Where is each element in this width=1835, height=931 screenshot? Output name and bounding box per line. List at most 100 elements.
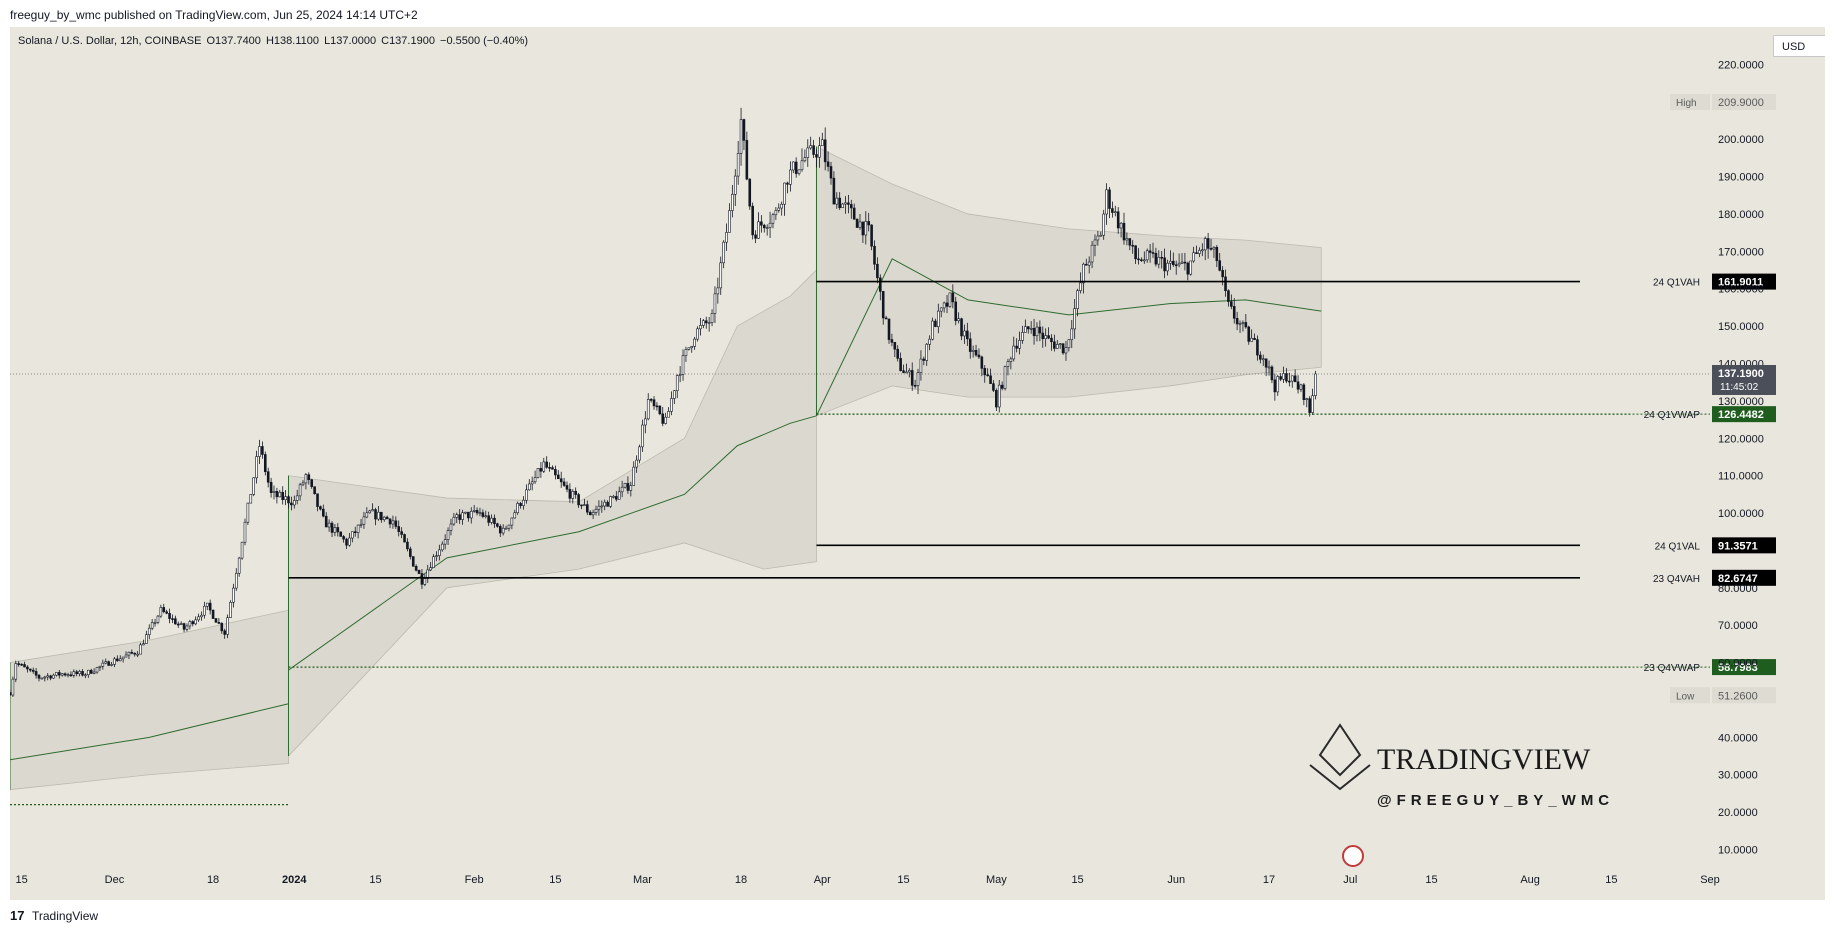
candle-up (1044, 335, 1047, 339)
candle-down (374, 509, 377, 520)
candle-down (168, 612, 171, 619)
candle-up (197, 616, 200, 621)
candle-up (533, 477, 537, 483)
candle-down (319, 506, 322, 510)
candle-down (220, 622, 224, 632)
candle-up (641, 424, 644, 448)
candle-down (794, 161, 798, 174)
candle-up (304, 474, 308, 484)
current-price-bg (1712, 364, 1776, 395)
candle-up (1241, 322, 1245, 324)
candle-down (548, 467, 551, 469)
candle-up (110, 664, 113, 666)
candle-up (971, 350, 975, 352)
candle-down (899, 358, 902, 371)
candle-up (699, 325, 702, 330)
candle-down (487, 515, 490, 523)
candle-down (545, 461, 548, 468)
candle-down (1050, 337, 1053, 343)
candle-down (992, 383, 995, 391)
candle-down (887, 318, 891, 340)
candle-up (1079, 282, 1082, 291)
candle-up (702, 320, 705, 326)
candle-down (324, 515, 328, 528)
candle-up (771, 214, 775, 224)
candle-down (649, 399, 653, 401)
candle-down (980, 356, 984, 369)
y-tick-label: 20.0000 (1718, 807, 1758, 819)
candle-up (284, 496, 287, 500)
candle-up (1143, 259, 1146, 262)
level-label-bg (1712, 537, 1776, 554)
candle-up (670, 398, 673, 412)
candle-up (673, 390, 676, 399)
watermark-logo-icon (1309, 723, 1371, 791)
candle-down (498, 526, 502, 534)
hl-value: 209.9000 (1718, 97, 1764, 109)
candle-up (1201, 249, 1204, 252)
candle-down (951, 292, 955, 303)
candle-down (475, 510, 479, 514)
candle-up (1006, 361, 1010, 367)
candle-down (847, 202, 850, 205)
candle-down (23, 664, 26, 668)
chart-area[interactable]: 24 Q1VAH 161.9011 24 Q1VWAP 126.4482 24 Q1VA… (10, 27, 1825, 900)
candle-down (1154, 252, 1158, 265)
candle-up (40, 677, 44, 680)
candle-down (385, 516, 389, 520)
candle-up (435, 555, 438, 557)
legend-symbol[interactable]: Solana / U.S. Dollar, 12h, COINBASE (18, 35, 202, 47)
candle-up (455, 514, 459, 518)
candle-up (768, 222, 772, 228)
level-label-bg (1712, 273, 1776, 290)
candle-up (203, 605, 206, 616)
candle-up (612, 496, 615, 498)
candle-up (246, 502, 250, 523)
candle-up (1314, 373, 1317, 396)
candle-down (281, 491, 284, 500)
candle-up (765, 227, 769, 229)
candle-down (1000, 384, 1004, 389)
price-chart[interactable]: 24 Q1VAH 161.9011 24 Q1VWAP 126.4482 24 Q1VA… (10, 27, 1825, 900)
candle-up (1018, 340, 1021, 349)
candle-up (716, 287, 720, 295)
hl-label-bg (1670, 687, 1710, 704)
candle-down (1285, 373, 1288, 382)
candle-down (1273, 379, 1277, 393)
candle-down (174, 618, 177, 625)
candle-down (960, 318, 963, 337)
candle-up (713, 293, 717, 314)
candle-up (783, 182, 786, 205)
candle-up (348, 537, 351, 546)
candle-up (777, 207, 781, 211)
currency-button[interactable]: USD (1773, 35, 1825, 57)
candle-up (632, 466, 636, 486)
candle-up (797, 169, 801, 174)
candle-down (63, 673, 67, 676)
candle-down (945, 302, 949, 307)
candle-down (133, 652, 137, 655)
candle-down (1032, 327, 1036, 337)
candle-up (623, 483, 627, 488)
candle-down (1131, 244, 1134, 247)
candle-up (229, 601, 232, 618)
x-tick-label: 15 (15, 874, 27, 886)
footer-brand[interactable]: TradingView (32, 909, 99, 923)
candle-up (928, 338, 931, 345)
y-tick-label: 120.0000 (1718, 433, 1764, 445)
candle-up (55, 672, 58, 676)
candle-up (72, 671, 76, 676)
candle-down (1134, 245, 1137, 260)
candle-down (1038, 326, 1042, 334)
legend-close: C137.1900 (381, 35, 435, 47)
candle-down (307, 474, 311, 480)
candle-up (1169, 260, 1172, 264)
candle-down (829, 166, 833, 179)
candle-up (620, 486, 624, 493)
candle-down (1302, 384, 1306, 400)
tradingview-logo-icon[interactable]: 17 (10, 908, 25, 923)
event-flag-icon (1342, 845, 1364, 867)
candle-down (1227, 290, 1230, 302)
candle-up (719, 262, 723, 289)
y-tick-label: 30.0000 (1718, 770, 1758, 782)
